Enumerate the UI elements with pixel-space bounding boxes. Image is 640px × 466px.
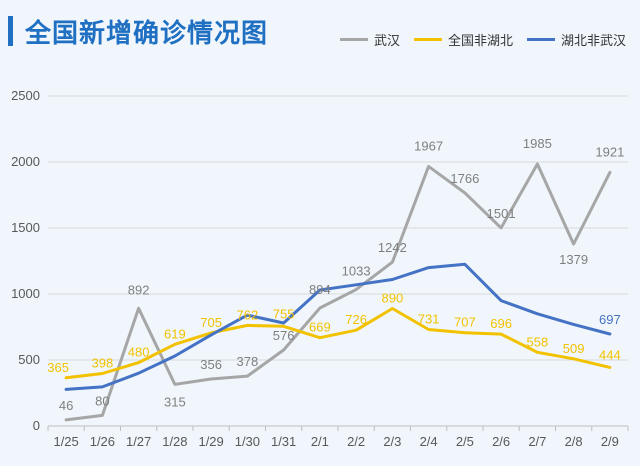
- x-tick-label-6: 1/31: [271, 434, 296, 449]
- data-label-s0-5: 378: [237, 354, 259, 369]
- chart-title-block: 全国新增确诊情况图: [8, 14, 269, 49]
- x-tick-label-10: 2/4: [420, 434, 438, 449]
- data-label-s1-2: 480: [128, 345, 150, 360]
- data-label-s0-10: 1967: [414, 138, 443, 153]
- data-label-s0-15: 1921: [595, 144, 624, 159]
- x-tick-label-15: 2/9: [601, 434, 619, 449]
- y-tick-label-500: 500: [18, 352, 40, 367]
- data-label-s0-1: 80: [95, 393, 109, 408]
- data-label-s0-14: 1379: [559, 252, 588, 267]
- data-label-s1-12: 696: [490, 316, 512, 331]
- x-tick-label-3: 1/28: [162, 434, 187, 449]
- data-label-s0-12: 1501: [487, 206, 516, 221]
- data-label-s0-3: 315: [164, 394, 186, 409]
- title-accent-bar: [8, 16, 13, 46]
- data-label-s0-13: 1985: [523, 136, 552, 151]
- data-label-s0-4: 356: [200, 357, 222, 372]
- legend-item-hubei-non-wuhan: 湖北非武汉: [526, 30, 626, 49]
- x-tick-label-13: 2/7: [528, 434, 546, 449]
- data-label-s1-8: 726: [345, 312, 367, 327]
- data-label-s1-3: 619: [164, 326, 186, 341]
- data-label-s1-15: 444: [599, 347, 621, 362]
- data-label-s1-11: 707: [454, 315, 476, 330]
- x-tick-label-4: 1/29: [198, 434, 223, 449]
- data-label-s0-7: 894: [309, 282, 331, 297]
- y-tick-label-0: 0: [33, 418, 40, 433]
- y-tick-label-2000: 2000: [11, 154, 40, 169]
- legend-swatch-wuhan: [339, 37, 368, 41]
- x-tick-label-12: 2/6: [492, 434, 510, 449]
- legend-item-wuhan: 武汉: [339, 30, 400, 49]
- data-label-s1-6: 755: [273, 306, 295, 321]
- data-label-s0-2: 892: [128, 282, 150, 297]
- chart-title: 全国新增确诊情况图: [25, 18, 269, 49]
- legend-swatch-non-hubei: [413, 37, 442, 41]
- series-line-2: [64, 262, 612, 391]
- legend-label-wuhan: 武汉: [373, 33, 400, 49]
- data-label-s0-11: 1766: [450, 171, 479, 186]
- data-label-s2-15: 697: [599, 312, 621, 327]
- series-line-1: [64, 307, 612, 380]
- data-label-s1-1: 398: [92, 355, 114, 370]
- data-label-s1-10: 731: [418, 312, 440, 327]
- x-tick-label-7: 2/1: [311, 434, 329, 449]
- x-tick-label-14: 2/8: [565, 434, 583, 449]
- series-line-0: [64, 162, 612, 422]
- data-label-s1-13: 558: [527, 334, 549, 349]
- x-tick-label-11: 2/5: [456, 434, 474, 449]
- y-tick-label-1000: 1000: [11, 286, 40, 301]
- data-label-s0-8: 1033: [342, 264, 371, 279]
- legend-item-non-hubei: 全国非湖北: [413, 30, 513, 49]
- data-label-s1-0: 365: [47, 360, 69, 375]
- data-label-s1-9: 890: [382, 291, 404, 306]
- data-label-s1-5: 762: [237, 307, 259, 322]
- x-tick-label-0: 1/25: [53, 434, 78, 449]
- legend-label-hubei-non-wuhan: 湖北非武汉: [560, 33, 626, 49]
- data-label-s1-7: 669: [309, 320, 331, 335]
- x-tick-label-8: 2/2: [347, 434, 365, 449]
- x-tick-label-2: 1/27: [126, 434, 151, 449]
- legend-label-non-hubei: 全国非湖北: [447, 33, 513, 49]
- legend: 武汉 全国非湖北 湖北非武汉: [339, 29, 640, 49]
- x-tick-label-1: 1/26: [90, 434, 115, 449]
- x-tick-label-9: 2/3: [383, 434, 401, 449]
- x-tick-label-5: 1/30: [235, 434, 260, 449]
- data-label-s1-14: 509: [563, 341, 585, 356]
- legend-swatch-hubei-non-wuhan: [526, 37, 555, 41]
- data-label-s1-4: 705: [200, 315, 222, 330]
- y-tick-label-1500: 1500: [11, 220, 40, 235]
- y-tick-label-2500: 2500: [11, 88, 40, 103]
- data-label-s0-6: 576: [273, 328, 295, 343]
- data-label-s0-0: 46: [59, 398, 73, 413]
- data-label-s0-9: 1242: [378, 240, 407, 255]
